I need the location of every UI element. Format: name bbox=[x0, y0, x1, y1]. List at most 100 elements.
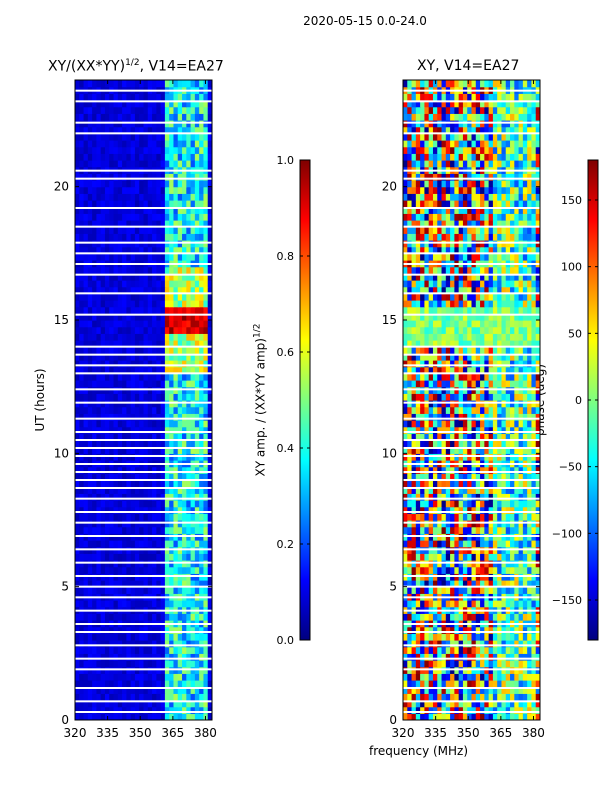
heatmap-cell bbox=[445, 440, 451, 448]
heatmap-cell bbox=[83, 146, 89, 154]
heatmap-cell bbox=[122, 553, 127, 561]
heatmap-cell bbox=[407, 500, 413, 508]
heatmap-cell bbox=[109, 186, 115, 194]
heatmap-cell bbox=[437, 580, 443, 588]
heatmap-cell bbox=[480, 513, 485, 521]
heatmap-cell bbox=[505, 600, 511, 608]
heatmap-cell bbox=[480, 420, 485, 428]
heatmap-cell bbox=[488, 653, 494, 661]
heatmap-cell bbox=[177, 500, 183, 508]
heatmap-cell bbox=[203, 673, 209, 681]
heatmap-cell bbox=[87, 113, 93, 121]
heatmap-cell bbox=[471, 580, 477, 588]
heatmap-cell bbox=[445, 493, 451, 501]
heatmap-cell bbox=[100, 160, 106, 168]
heatmap-cell bbox=[505, 680, 511, 688]
heatmap-cell bbox=[531, 633, 537, 641]
heatmap-cell bbox=[441, 480, 447, 488]
heatmap-cell bbox=[130, 153, 136, 161]
heatmap-cell bbox=[411, 626, 417, 634]
heatmap-cell bbox=[143, 286, 149, 294]
heatmap-cell bbox=[83, 306, 89, 314]
heatmap-cell bbox=[488, 673, 494, 681]
heatmap-cell bbox=[488, 393, 494, 401]
heatmap-cell bbox=[113, 680, 119, 688]
heatmap-cell bbox=[117, 506, 123, 514]
heatmap-cell bbox=[134, 306, 140, 314]
heatmap-cell bbox=[92, 106, 98, 114]
heatmap-cell bbox=[164, 340, 170, 348]
heatmap-cell bbox=[92, 493, 98, 501]
heatmap-cell bbox=[87, 360, 93, 368]
heatmap-cell bbox=[134, 473, 140, 481]
heatmap-cell bbox=[199, 566, 205, 574]
heatmap-cell bbox=[424, 653, 430, 661]
heatmap-cell bbox=[458, 600, 464, 608]
heatmap-cell bbox=[156, 413, 162, 421]
heatmap-cell bbox=[505, 393, 511, 401]
heatmap-cell bbox=[75, 420, 80, 428]
heatmap-cell bbox=[420, 553, 426, 561]
heatmap-cell bbox=[100, 320, 106, 328]
heatmap-cell bbox=[207, 153, 212, 161]
heatmap-cell bbox=[152, 146, 157, 154]
heatmap-cell bbox=[169, 246, 175, 254]
heatmap-cell bbox=[87, 346, 93, 354]
heatmap-cell bbox=[87, 320, 93, 328]
heatmap-cell bbox=[126, 466, 132, 474]
heatmap-cell bbox=[109, 686, 115, 694]
heatmap-cell bbox=[475, 366, 481, 374]
heatmap-cell bbox=[83, 140, 89, 148]
heatmap-cell bbox=[445, 660, 451, 668]
heatmap-cell bbox=[143, 180, 149, 188]
heatmap-cell bbox=[100, 526, 106, 534]
heatmap-cell bbox=[109, 320, 115, 328]
heatmap-cell bbox=[182, 693, 187, 701]
heatmap-cell bbox=[471, 506, 477, 514]
heatmap-cell bbox=[87, 340, 93, 348]
heatmap-cell bbox=[113, 426, 119, 434]
heatmap-cell bbox=[424, 586, 430, 594]
heatmap-cell bbox=[403, 426, 408, 434]
heatmap-cell bbox=[186, 693, 192, 701]
heatmap-cell bbox=[437, 446, 443, 454]
heatmap-cell bbox=[156, 506, 162, 514]
heatmap-cell bbox=[79, 326, 85, 334]
heatmap-cell bbox=[522, 660, 528, 668]
heatmap-cell bbox=[173, 280, 179, 288]
panel-2-title: XY, V14=EA27 bbox=[417, 58, 520, 74]
heatmap-cell bbox=[194, 266, 200, 274]
heatmap-cell bbox=[139, 80, 145, 88]
heatmap-cell bbox=[92, 340, 98, 348]
heatmap-cell bbox=[109, 273, 115, 281]
heatmap-cell bbox=[462, 553, 468, 561]
heatmap-cell bbox=[462, 353, 468, 361]
heatmap-cell bbox=[199, 293, 205, 301]
heatmap-cell bbox=[156, 126, 162, 134]
heatmap-cell bbox=[441, 366, 447, 374]
heatmap-cell bbox=[160, 466, 166, 474]
y-tick-label: 20 bbox=[54, 180, 69, 194]
heatmap-cell bbox=[194, 193, 200, 201]
heatmap-cell bbox=[199, 106, 205, 114]
heatmap-cell bbox=[403, 440, 408, 448]
heatmap-cell bbox=[522, 440, 528, 448]
heatmap-cell bbox=[122, 113, 127, 121]
heatmap-cell bbox=[458, 713, 464, 720]
heatmap-cell bbox=[139, 306, 145, 314]
heatmap-cell bbox=[501, 640, 507, 648]
heatmap-cell bbox=[177, 653, 183, 661]
heatmap-cell bbox=[134, 280, 140, 288]
heatmap-cell bbox=[424, 393, 430, 401]
heatmap-cell bbox=[450, 446, 455, 454]
heatmap-cell bbox=[190, 586, 196, 594]
heatmap-cell bbox=[445, 426, 451, 434]
heatmap-cell bbox=[104, 133, 110, 141]
heatmap-cell bbox=[83, 433, 89, 441]
heatmap-cell bbox=[420, 660, 426, 668]
heatmap-cell bbox=[484, 566, 490, 574]
heatmap-cell bbox=[467, 566, 473, 574]
heatmap-cell bbox=[122, 366, 127, 374]
heatmap-cell bbox=[428, 540, 434, 548]
heatmap-cell bbox=[130, 133, 136, 141]
